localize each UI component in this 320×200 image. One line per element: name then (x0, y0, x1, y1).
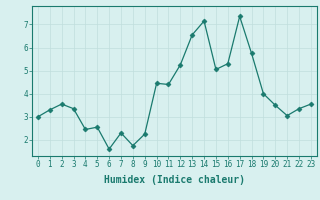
X-axis label: Humidex (Indice chaleur): Humidex (Indice chaleur) (104, 175, 245, 185)
